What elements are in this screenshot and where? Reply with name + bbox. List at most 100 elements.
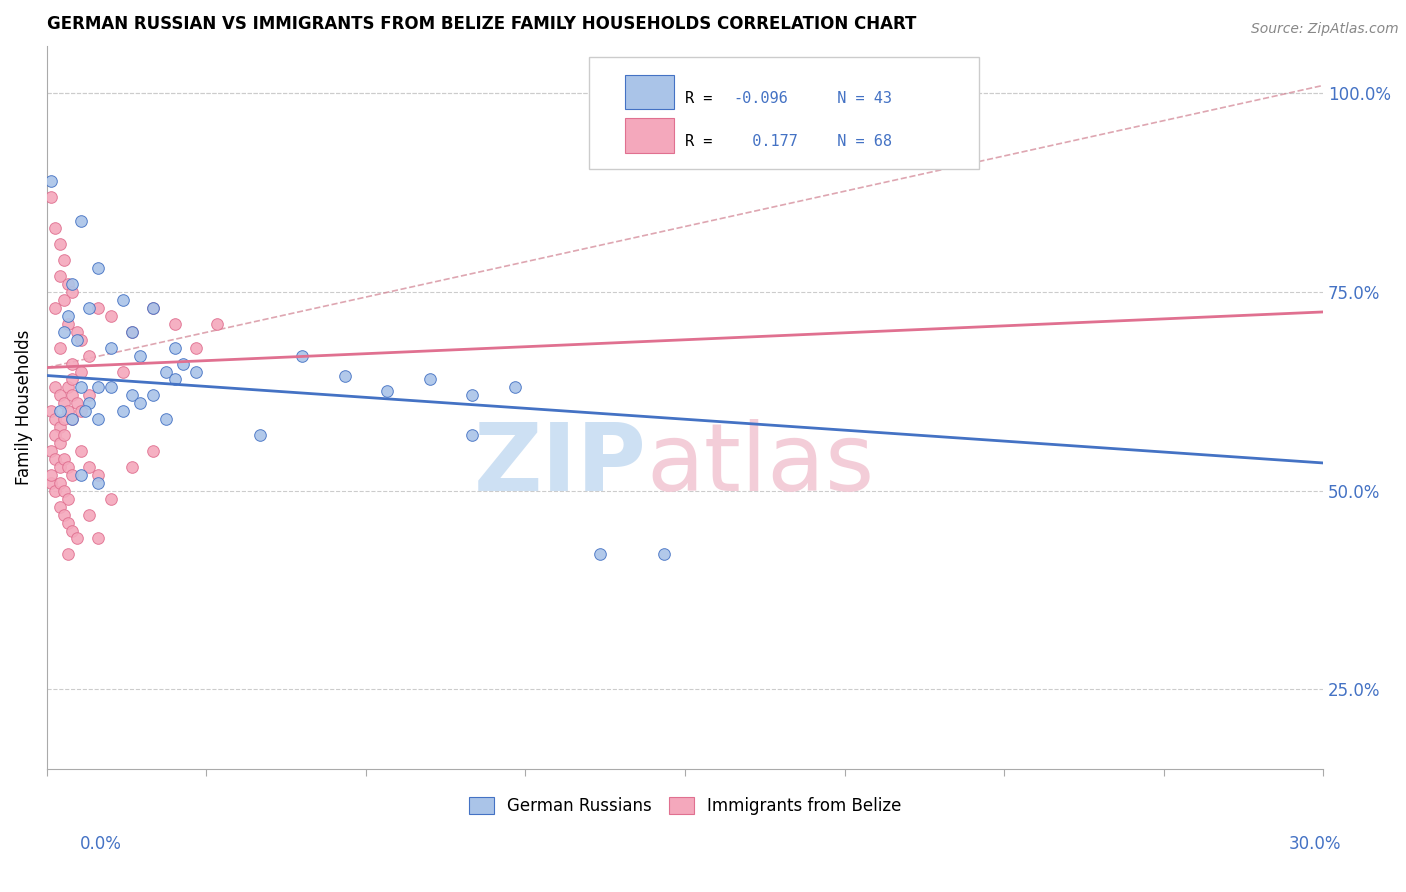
- Point: [155, 412, 177, 426]
- Point: [62, 467, 84, 482]
- Point: [56, 309, 79, 323]
- Point: [52, 428, 75, 442]
- Point: [75, 404, 97, 418]
- Point: [44, 483, 66, 498]
- Text: N = 68: N = 68: [820, 135, 891, 149]
- Point: [62, 277, 84, 292]
- Point: [52, 253, 75, 268]
- FancyBboxPatch shape: [589, 56, 979, 169]
- Point: [142, 388, 165, 402]
- Text: N = 43: N = 43: [820, 91, 891, 106]
- Point: [39, 467, 62, 482]
- Point: [56, 516, 79, 530]
- Text: Source: ZipAtlas.com: Source: ZipAtlas.com: [1251, 22, 1399, 37]
- Point: [48, 388, 70, 402]
- Point: [66, 333, 89, 347]
- Point: [62, 412, 84, 426]
- Point: [44, 221, 66, 235]
- Point: [62, 357, 84, 371]
- Point: [48, 341, 70, 355]
- Point: [291, 349, 314, 363]
- Point: [39, 174, 62, 188]
- Point: [461, 388, 484, 402]
- Point: [87, 301, 110, 315]
- Point: [44, 452, 66, 467]
- Point: [56, 459, 79, 474]
- Point: [79, 388, 101, 402]
- Point: [56, 404, 79, 418]
- Point: [48, 475, 70, 490]
- Point: [52, 412, 75, 426]
- Point: [48, 436, 70, 450]
- Point: [79, 508, 101, 522]
- Point: [44, 412, 66, 426]
- Point: [56, 380, 79, 394]
- Point: [62, 412, 84, 426]
- Point: [87, 475, 110, 490]
- Point: [52, 452, 75, 467]
- Point: [100, 491, 122, 506]
- Y-axis label: Family Households: Family Households: [15, 330, 32, 485]
- Point: [184, 341, 207, 355]
- Point: [112, 293, 135, 307]
- Point: [375, 384, 398, 399]
- Text: atlas: atlas: [647, 419, 875, 511]
- Point: [87, 412, 110, 426]
- Point: [419, 372, 441, 386]
- Point: [44, 428, 66, 442]
- Point: [333, 368, 356, 383]
- Point: [39, 404, 62, 418]
- Point: [142, 444, 165, 458]
- Point: [48, 420, 70, 434]
- Point: [163, 341, 186, 355]
- Point: [52, 483, 75, 498]
- Text: 0.177: 0.177: [734, 135, 797, 149]
- Point: [48, 500, 70, 514]
- Point: [39, 475, 62, 490]
- Point: [121, 388, 143, 402]
- Point: [112, 404, 135, 418]
- Point: [163, 317, 186, 331]
- Point: [184, 365, 207, 379]
- Point: [142, 301, 165, 315]
- Point: [503, 380, 526, 394]
- Point: [79, 349, 101, 363]
- Point: [39, 444, 62, 458]
- Text: 0.0%: 0.0%: [80, 835, 122, 853]
- Point: [66, 532, 89, 546]
- Point: [87, 380, 110, 394]
- Text: ZIP: ZIP: [474, 419, 647, 511]
- FancyBboxPatch shape: [626, 75, 673, 110]
- Point: [48, 404, 70, 418]
- Text: R =: R =: [685, 135, 721, 149]
- Point: [62, 388, 84, 402]
- Point: [62, 372, 84, 386]
- Point: [121, 325, 143, 339]
- Point: [39, 190, 62, 204]
- Point: [62, 524, 84, 538]
- Point: [249, 428, 271, 442]
- Point: [56, 317, 79, 331]
- Point: [461, 428, 484, 442]
- Point: [70, 467, 93, 482]
- Point: [70, 333, 93, 347]
- Text: GERMAN RUSSIAN VS IMMIGRANTS FROM BELIZE FAMILY HOUSEHOLDS CORRELATION CHART: GERMAN RUSSIAN VS IMMIGRANTS FROM BELIZE…: [46, 15, 917, 33]
- Point: [87, 467, 110, 482]
- Point: [66, 396, 89, 410]
- Point: [652, 547, 675, 561]
- Point: [52, 325, 75, 339]
- Point: [589, 547, 612, 561]
- Point: [70, 380, 93, 394]
- Point: [70, 213, 93, 227]
- Point: [56, 491, 79, 506]
- Point: [121, 459, 143, 474]
- Point: [48, 459, 70, 474]
- Point: [48, 269, 70, 284]
- Text: -0.096: -0.096: [734, 91, 789, 106]
- Point: [79, 396, 101, 410]
- Point: [87, 261, 110, 276]
- Point: [79, 459, 101, 474]
- Point: [70, 444, 93, 458]
- Point: [56, 277, 79, 292]
- Point: [66, 325, 89, 339]
